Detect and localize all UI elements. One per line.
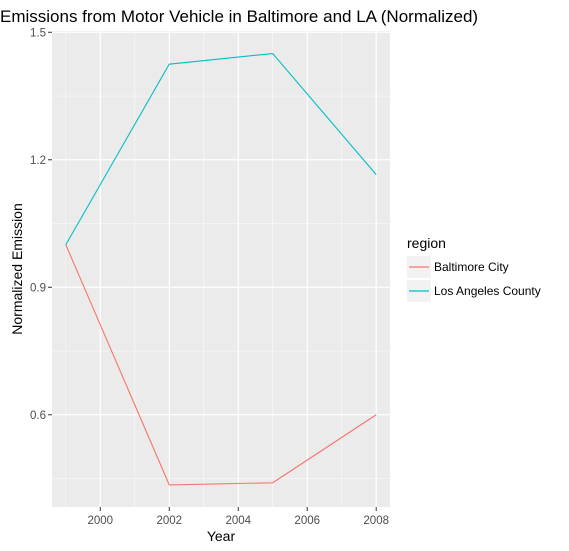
x-tick-label: 2002	[156, 515, 182, 527]
chart-title: Emissions from Motor Vehicle in Baltimor…	[0, 7, 478, 26]
x-tick-label: 2008	[363, 515, 389, 527]
y-axis-title: Normalized Emission	[9, 203, 25, 334]
legend: region Baltimore City Los Angeles County	[407, 235, 541, 302]
x-tick-label: 2000	[87, 515, 113, 527]
legend-title: region	[407, 235, 446, 251]
major-gridlines	[52, 31, 390, 507]
x-axis-title: Year	[207, 528, 236, 544]
y-tick-labels: 0.6 0.9 1.2 1.5	[30, 27, 46, 422]
y-tick-label: 1.5	[30, 27, 46, 39]
legend-label-baltimore-city: Baltimore City	[434, 260, 509, 274]
plot-panel	[52, 31, 390, 507]
minor-gridlines	[52, 31, 390, 507]
series-line-los-angeles-county	[65, 52, 377, 246]
y-tick-label: 0.9	[30, 282, 46, 294]
x-tick-label: 2006	[294, 515, 320, 527]
legend-label-los-angeles-county: Los Angeles County	[434, 284, 541, 298]
y-tick-label: 0.6	[30, 410, 46, 422]
series-line-baltimore-city	[65, 244, 377, 486]
axis-ticks	[48, 31, 377, 511]
series-lines	[65, 52, 377, 486]
y-tick-label: 1.2	[30, 155, 46, 167]
x-tick-labels: 2000 2002 2004 2006 2008	[87, 515, 389, 527]
x-tick-label: 2004	[225, 515, 251, 527]
